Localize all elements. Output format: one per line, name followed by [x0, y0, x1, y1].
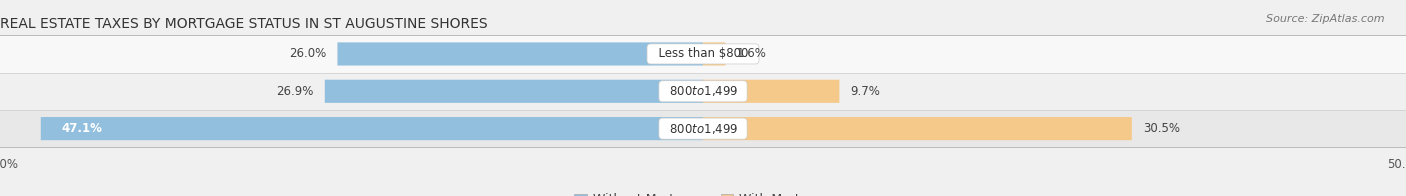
- Text: 30.5%: 30.5%: [1143, 122, 1180, 135]
- Legend: Without Mortgage, With Mortgage: Without Mortgage, With Mortgage: [569, 188, 837, 196]
- FancyBboxPatch shape: [703, 80, 839, 103]
- Bar: [0, 110, 1406, 147]
- FancyBboxPatch shape: [41, 117, 703, 140]
- FancyBboxPatch shape: [703, 42, 725, 65]
- Text: $800 to $1,499: $800 to $1,499: [662, 84, 744, 98]
- Text: 9.7%: 9.7%: [851, 85, 880, 98]
- FancyBboxPatch shape: [703, 117, 1132, 140]
- Text: 47.1%: 47.1%: [62, 122, 103, 135]
- FancyBboxPatch shape: [337, 42, 703, 65]
- Text: Less than $800: Less than $800: [651, 47, 755, 60]
- Bar: [0, 35, 1406, 73]
- Text: 26.9%: 26.9%: [276, 85, 314, 98]
- FancyBboxPatch shape: [325, 80, 703, 103]
- Text: 26.0%: 26.0%: [290, 47, 326, 60]
- Text: $800 to $1,499: $800 to $1,499: [662, 122, 744, 136]
- Text: REAL ESTATE TAXES BY MORTGAGE STATUS IN ST AUGUSTINE SHORES: REAL ESTATE TAXES BY MORTGAGE STATUS IN …: [0, 17, 488, 31]
- Text: 1.6%: 1.6%: [737, 47, 766, 60]
- Text: Source: ZipAtlas.com: Source: ZipAtlas.com: [1267, 14, 1385, 24]
- Bar: [0, 73, 1406, 110]
